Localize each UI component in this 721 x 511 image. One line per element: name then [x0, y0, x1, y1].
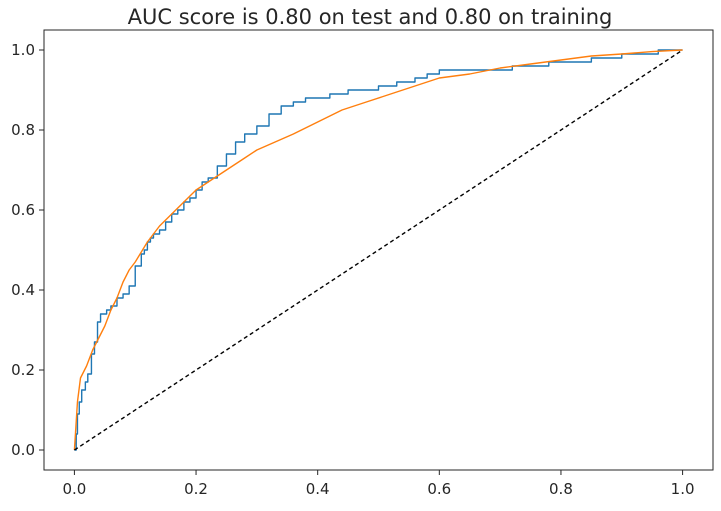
x-tick-label: 1.0	[671, 480, 695, 498]
chance-diagonal-line	[74, 49, 683, 451]
y-tick-label: 0.2	[11, 361, 35, 379]
x-tick-label: 0.0	[62, 480, 86, 498]
test-roc-curve	[74, 49, 683, 451]
y-tick-label: 0.8	[11, 121, 35, 139]
chart-title: AUC score is 0.80 on test and 0.80 on tr…	[128, 5, 613, 29]
series-layer	[73, 49, 683, 451]
y-axis: 0.0 0.2 0.4 0.6 0.8 1.0	[11, 41, 44, 459]
y-tick-label: 1.0	[11, 41, 35, 59]
x-tick-label: 0.4	[306, 480, 330, 498]
x-axis: 0.0 0.2 0.4 0.6 0.8 1.0	[62, 470, 695, 498]
y-tick-label: 0.4	[11, 281, 35, 299]
x-tick-label: 0.8	[549, 480, 573, 498]
y-tick-label: 0.6	[11, 201, 35, 219]
y-tick-label: 0.0	[11, 441, 35, 459]
training-roc-curve	[73, 49, 683, 451]
x-tick-label: 0.2	[184, 480, 208, 498]
x-tick-label: 0.6	[427, 480, 451, 498]
